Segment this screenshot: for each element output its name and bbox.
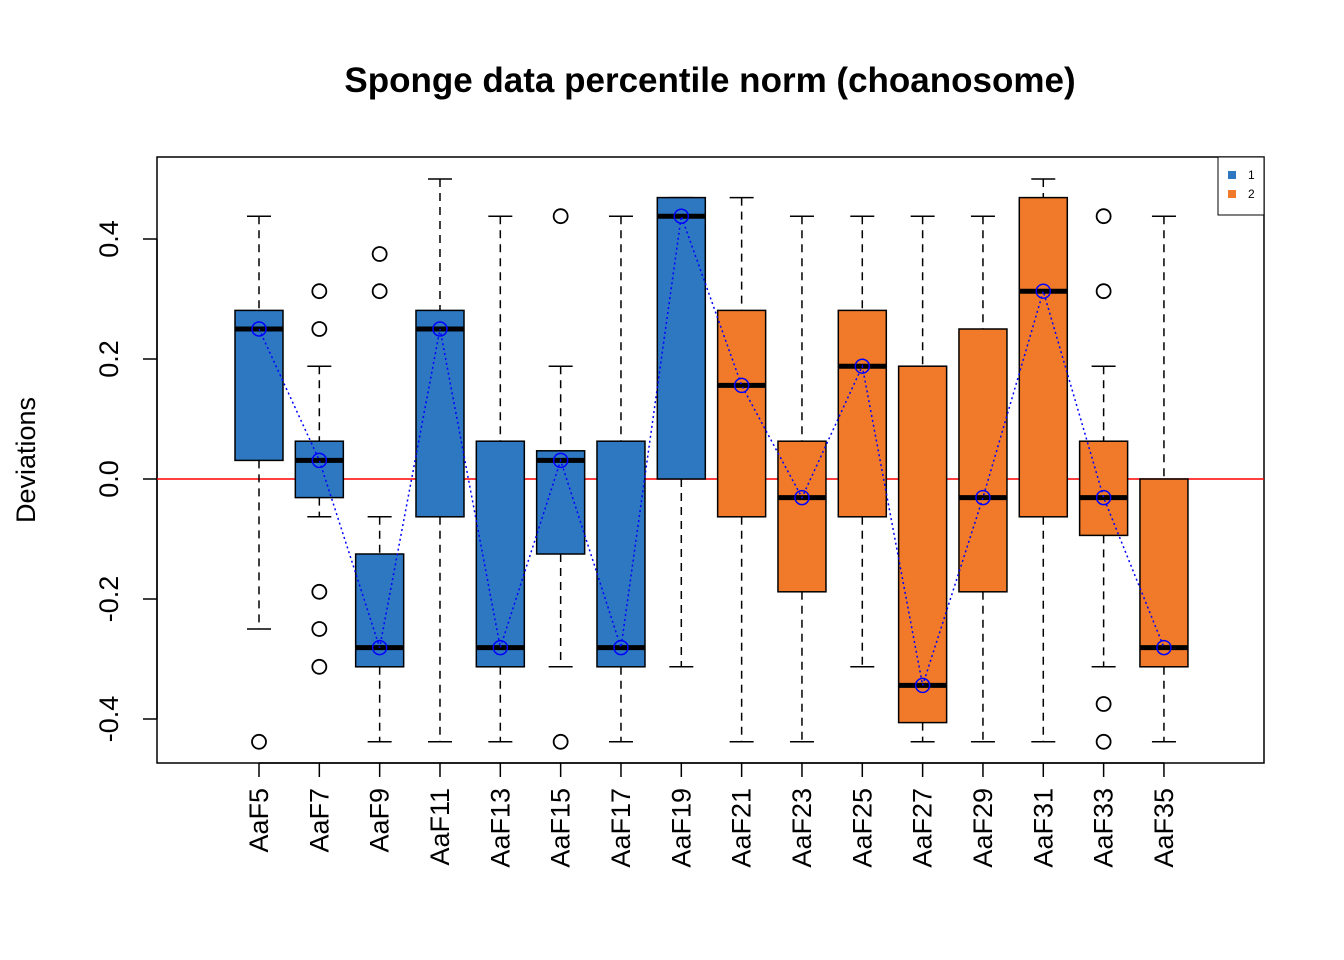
mean-point bbox=[1035, 283, 1052, 299]
box-aaf7 bbox=[294, 283, 345, 675]
legend-swatch bbox=[1228, 190, 1236, 198]
box-aaf25 bbox=[837, 215, 888, 668]
x-tick-label: AaF29 bbox=[968, 788, 998, 868]
legend-box bbox=[1217, 156, 1265, 216]
y-tick-label: -0.2 bbox=[94, 576, 124, 623]
iqr-box bbox=[716, 309, 767, 518]
x-tick-label: AaF11 bbox=[425, 788, 455, 866]
outlier-point bbox=[311, 283, 328, 300]
mean-point bbox=[552, 452, 569, 469]
mean-point bbox=[733, 377, 750, 394]
box-aaf17 bbox=[596, 215, 646, 743]
mean-point bbox=[854, 358, 871, 374]
iqr-box bbox=[1139, 478, 1189, 668]
mean-point bbox=[432, 321, 448, 337]
x-tick-label: AaF23 bbox=[787, 788, 817, 868]
y-axis-label: Deviations bbox=[11, 397, 41, 523]
outlier-point bbox=[1095, 283, 1112, 300]
outlier-point bbox=[311, 658, 328, 675]
mean-points bbox=[251, 208, 1172, 694]
outlier-point bbox=[311, 321, 328, 337]
mean-point bbox=[371, 639, 388, 656]
x-tick-label: AaF5 bbox=[244, 788, 274, 853]
x-tick-label: AaF21 bbox=[727, 788, 757, 868]
mean-point bbox=[673, 208, 690, 224]
iqr-box bbox=[294, 440, 345, 499]
iqr-box bbox=[475, 440, 526, 668]
x-tick-label: AaF7 bbox=[304, 788, 334, 853]
box-series bbox=[234, 178, 1189, 750]
outlier-point bbox=[1095, 696, 1112, 712]
box-aaf5 bbox=[234, 215, 284, 750]
box-aaf11 bbox=[415, 178, 465, 743]
y-tick-label: 0.2 bbox=[94, 340, 124, 378]
box-aaf23 bbox=[777, 215, 827, 743]
x-tick-label: AaF17 bbox=[606, 788, 636, 868]
box-aaf19 bbox=[656, 196, 707, 668]
outlier-point bbox=[371, 283, 388, 300]
mean-point bbox=[914, 677, 931, 694]
outlier-point bbox=[251, 733, 267, 750]
y-axis: -0.4 -0.2 0.0 0.2 0.4 bbox=[94, 220, 158, 743]
outlier-point bbox=[311, 583, 328, 600]
iqr-box bbox=[837, 309, 888, 518]
legend-label: 2 bbox=[1248, 187, 1255, 201]
iqr-box bbox=[1018, 196, 1069, 518]
legend-swatch bbox=[1228, 171, 1236, 179]
box-aaf15 bbox=[535, 208, 586, 750]
box-aaf21 bbox=[716, 196, 767, 743]
box-aaf13 bbox=[475, 215, 526, 743]
y-tick-label: 0.0 bbox=[94, 460, 124, 498]
outlier-point bbox=[371, 246, 388, 262]
mean-point bbox=[1095, 489, 1112, 506]
x-tick-label: AaF31 bbox=[1028, 788, 1058, 868]
outlier-point bbox=[552, 733, 569, 750]
mean-point bbox=[311, 452, 328, 469]
iqr-box bbox=[596, 440, 646, 668]
x-axis: AaF5 AaF7 AaF9 AaF11 AaF13 AaF15 AaF17 AaF19 AaF… bbox=[244, 762, 1179, 868]
iqr-box bbox=[958, 328, 1008, 593]
x-tick-label: AaF27 bbox=[908, 788, 938, 868]
legend: 12 bbox=[1217, 156, 1265, 216]
x-tick-label: AaF35 bbox=[1149, 788, 1179, 868]
outlier-point bbox=[1095, 733, 1112, 750]
outlier-point bbox=[552, 208, 569, 225]
x-tick-label: AaF15 bbox=[546, 788, 576, 868]
x-tick-label: AaF13 bbox=[485, 788, 515, 868]
y-tick-label: 0.4 bbox=[94, 220, 124, 258]
box-aaf35 bbox=[1139, 215, 1189, 743]
iqr-box bbox=[656, 196, 707, 480]
box-aaf27 bbox=[897, 215, 948, 743]
box-aaf31 bbox=[1018, 178, 1069, 743]
mean-point bbox=[492, 639, 509, 656]
iqr-box bbox=[234, 309, 284, 462]
y-tick-label: -0.4 bbox=[94, 696, 124, 743]
x-tick-label: AaF33 bbox=[1089, 788, 1119, 868]
outlier-point bbox=[311, 621, 328, 637]
chart-title: Sponge data percentile norm (choanosome) bbox=[344, 61, 1075, 100]
mean-point bbox=[794, 489, 810, 506]
iqr-box bbox=[897, 365, 948, 724]
x-tick-label: AaF9 bbox=[365, 788, 395, 853]
iqr-box bbox=[1078, 440, 1129, 537]
mean-point bbox=[613, 639, 629, 656]
x-tick-label: AaF25 bbox=[847, 788, 877, 868]
box-aaf9 bbox=[354, 246, 405, 743]
iqr-box bbox=[777, 440, 827, 593]
iqr-box bbox=[535, 450, 586, 555]
box-aaf29 bbox=[958, 215, 1008, 743]
x-tick-label: AaF19 bbox=[666, 788, 696, 868]
mean-point bbox=[975, 489, 991, 506]
mean-point bbox=[251, 321, 267, 337]
outlier-point bbox=[1095, 208, 1112, 225]
legend-label: 1 bbox=[1248, 168, 1255, 182]
mean-point bbox=[1156, 639, 1172, 656]
box-aaf33 bbox=[1078, 208, 1129, 750]
iqr-box bbox=[415, 309, 465, 518]
